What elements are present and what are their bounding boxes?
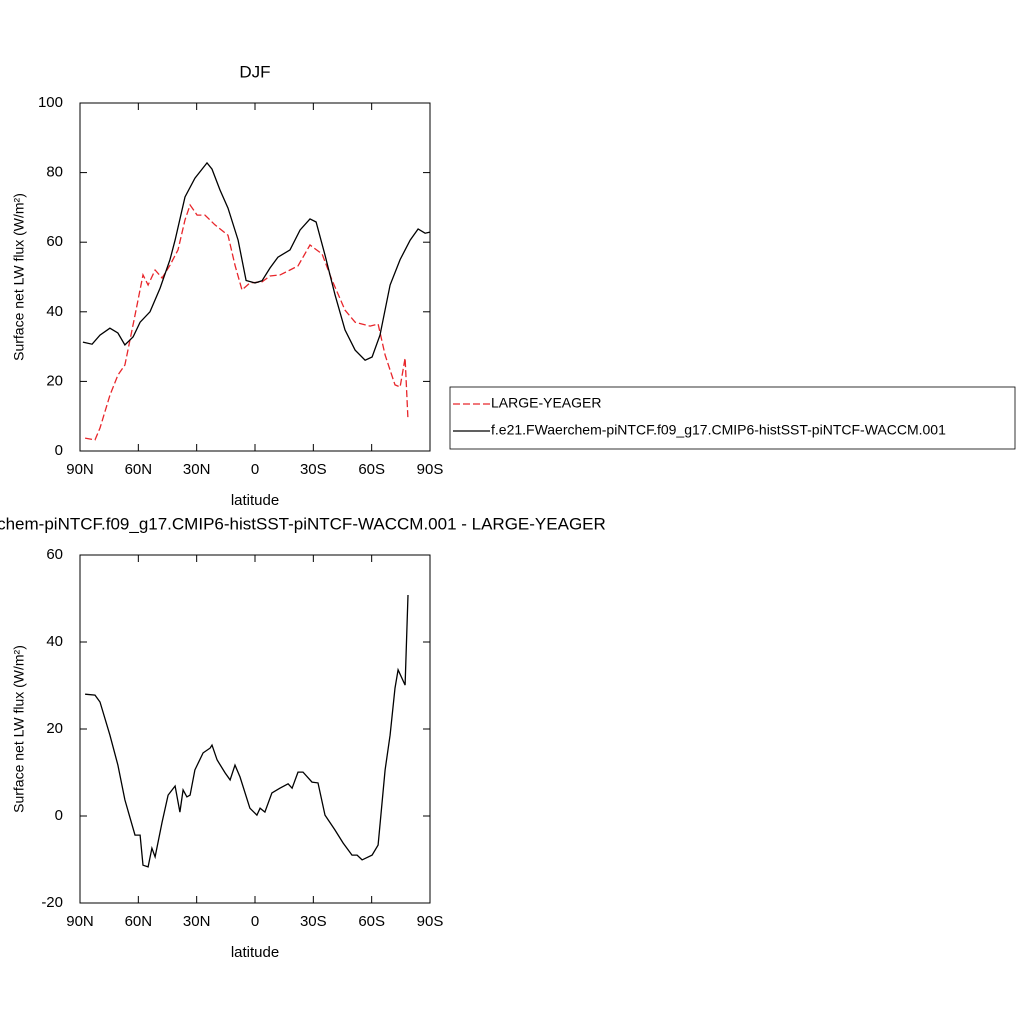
y-tick-label: 60: [46, 233, 63, 250]
y-tick-label: 0: [55, 807, 63, 824]
y-tick-label: 100: [38, 94, 63, 111]
x-axis-label: latitude: [231, 492, 279, 509]
legend-label: LARGE-YEAGER: [491, 395, 601, 411]
legend-label: f.e21.FWaerchem-piNTCF.f09_g17.CMIP6-his…: [491, 422, 946, 438]
y-tick-label: -20: [41, 894, 63, 911]
x-axis-label: latitude: [231, 944, 279, 961]
y-tick-label: 0: [55, 442, 63, 459]
x-tick-label: 60N: [125, 461, 153, 478]
x-tick-label: 90N: [66, 913, 94, 930]
legend-box: [449, 386, 1016, 450]
chart-title: f.e21.FWaerchem-piNTCF.f09_g17.CMIP6-his…: [0, 514, 606, 533]
y-tick-label: 40: [46, 633, 63, 650]
y-tick-label: 20: [46, 372, 63, 389]
y-tick-label: 80: [46, 164, 63, 181]
y-axis-label: Surface net LW flux (W/m²): [11, 193, 27, 361]
x-tick-label: 0: [251, 913, 259, 930]
series-line: [82, 161, 431, 361]
x-tick-label: 30S: [300, 461, 327, 478]
x-tick-label: 30N: [183, 461, 211, 478]
x-tick-label: 60N: [125, 913, 153, 930]
x-tick-label: 60S: [358, 461, 385, 478]
plot-frame: [79, 102, 431, 452]
y-tick-label: 60: [46, 546, 63, 563]
x-tick-label: 0: [251, 461, 259, 478]
chart-title: DJF: [239, 62, 270, 81]
y-tick-label: 20: [46, 720, 63, 737]
y-axis-label: Surface net LW flux (W/m²): [11, 645, 27, 813]
x-tick-label: 90S: [417, 461, 444, 478]
x-tick-label: 30S: [300, 913, 327, 930]
x-tick-label: 60S: [358, 913, 385, 930]
x-tick-label: 30N: [183, 913, 211, 930]
x-tick-label: 90N: [66, 461, 94, 478]
series-line: [85, 594, 409, 868]
series-line: [84, 203, 409, 441]
y-tick-label: 40: [46, 303, 63, 320]
plot-frame: [79, 554, 431, 904]
x-tick-label: 90S: [417, 913, 444, 930]
